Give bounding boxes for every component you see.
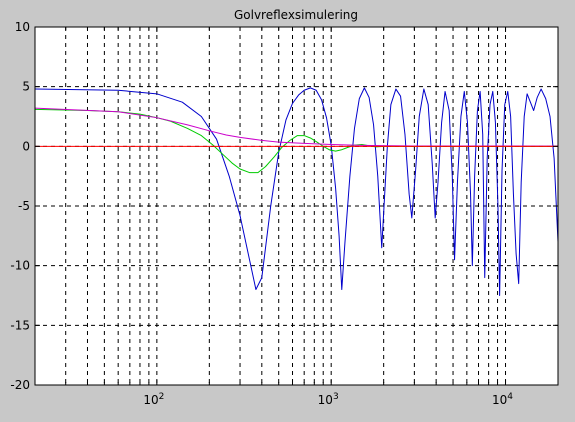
y-tick-label: -5 [18, 199, 30, 213]
axes: 10 5 0 -5 -10 -15 -20 102 103 104 [10, 20, 559, 407]
x-tick-label: 104 [492, 392, 513, 407]
series-line-1 [35, 87, 558, 296]
y-tick-label: 0 [22, 139, 30, 153]
chart-title: Golvreflexsimulering [234, 8, 358, 22]
y-tick-label: -15 [10, 318, 30, 332]
y-tick-label: 10 [15, 20, 30, 34]
series-group [35, 87, 558, 296]
plot-area [35, 27, 558, 385]
grid [35, 27, 558, 385]
x-tick-label: 103 [318, 392, 339, 407]
y-tick-label: -10 [10, 259, 30, 273]
y-tick-label: 5 [22, 80, 30, 94]
plot-frame [34, 26, 559, 386]
x-tick-label: 102 [143, 392, 164, 407]
series-line-3 [35, 107, 558, 147]
y-tick-label: -20 [10, 378, 30, 392]
